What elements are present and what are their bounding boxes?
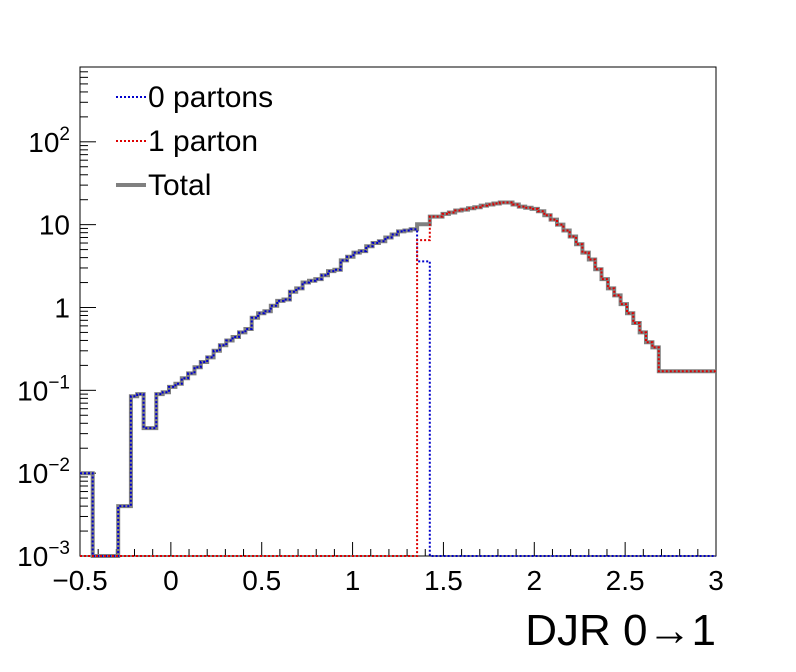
x-tick-label: 0 — [163, 565, 179, 596]
x-tick-label: 2 — [526, 565, 542, 596]
y-tick-base: 10 — [17, 458, 48, 489]
legend-label-0: 0 partons — [148, 81, 273, 114]
x-axis-title: DJR 0→1 — [525, 606, 716, 655]
y-tick-label: 1 — [54, 292, 70, 323]
series-1-parton-line — [80, 201, 716, 557]
legend: 0 partons 1 parton Total — [116, 81, 273, 202]
series-layer — [80, 200, 716, 558]
y-tick-label: 10−3 — [17, 538, 70, 572]
y-tick-exponent: −3 — [48, 538, 70, 559]
y-tick-base: 10 — [39, 210, 70, 241]
x-tick-label: 2.5 — [606, 565, 645, 596]
y-tick-label: 10−2 — [17, 455, 70, 489]
x-tick-label: 1.5 — [424, 565, 463, 596]
series-total-line — [80, 200, 716, 558]
y-tick-exponent: −2 — [48, 455, 70, 476]
x-tick-label: 0.5 — [242, 565, 281, 596]
y-tick-exponent: 2 — [59, 124, 70, 145]
x-tick-label: 1 — [345, 565, 361, 596]
series-0-partons-line — [80, 228, 716, 557]
x-tick-label: −0.5 — [52, 565, 107, 596]
y-tick-label: 10 — [39, 210, 70, 241]
y-tick-base: 10 — [17, 375, 48, 406]
legend-label-2: Total — [148, 169, 211, 202]
y-tick-base: 10 — [28, 127, 59, 158]
x-tick-label: 3 — [708, 565, 724, 596]
y-tick-base: 1 — [54, 292, 70, 323]
y-tick-label: 10−1 — [17, 372, 70, 406]
x-tick-labels: −0.5 0 0.5 1 1.5 2 2.5 3 — [52, 565, 723, 596]
y-tick-label: 102 — [28, 124, 70, 158]
y-tick-base: 10 — [17, 541, 48, 572]
legend-label-1: 1 parton — [148, 125, 258, 158]
y-tick-exponent: −1 — [48, 372, 70, 393]
